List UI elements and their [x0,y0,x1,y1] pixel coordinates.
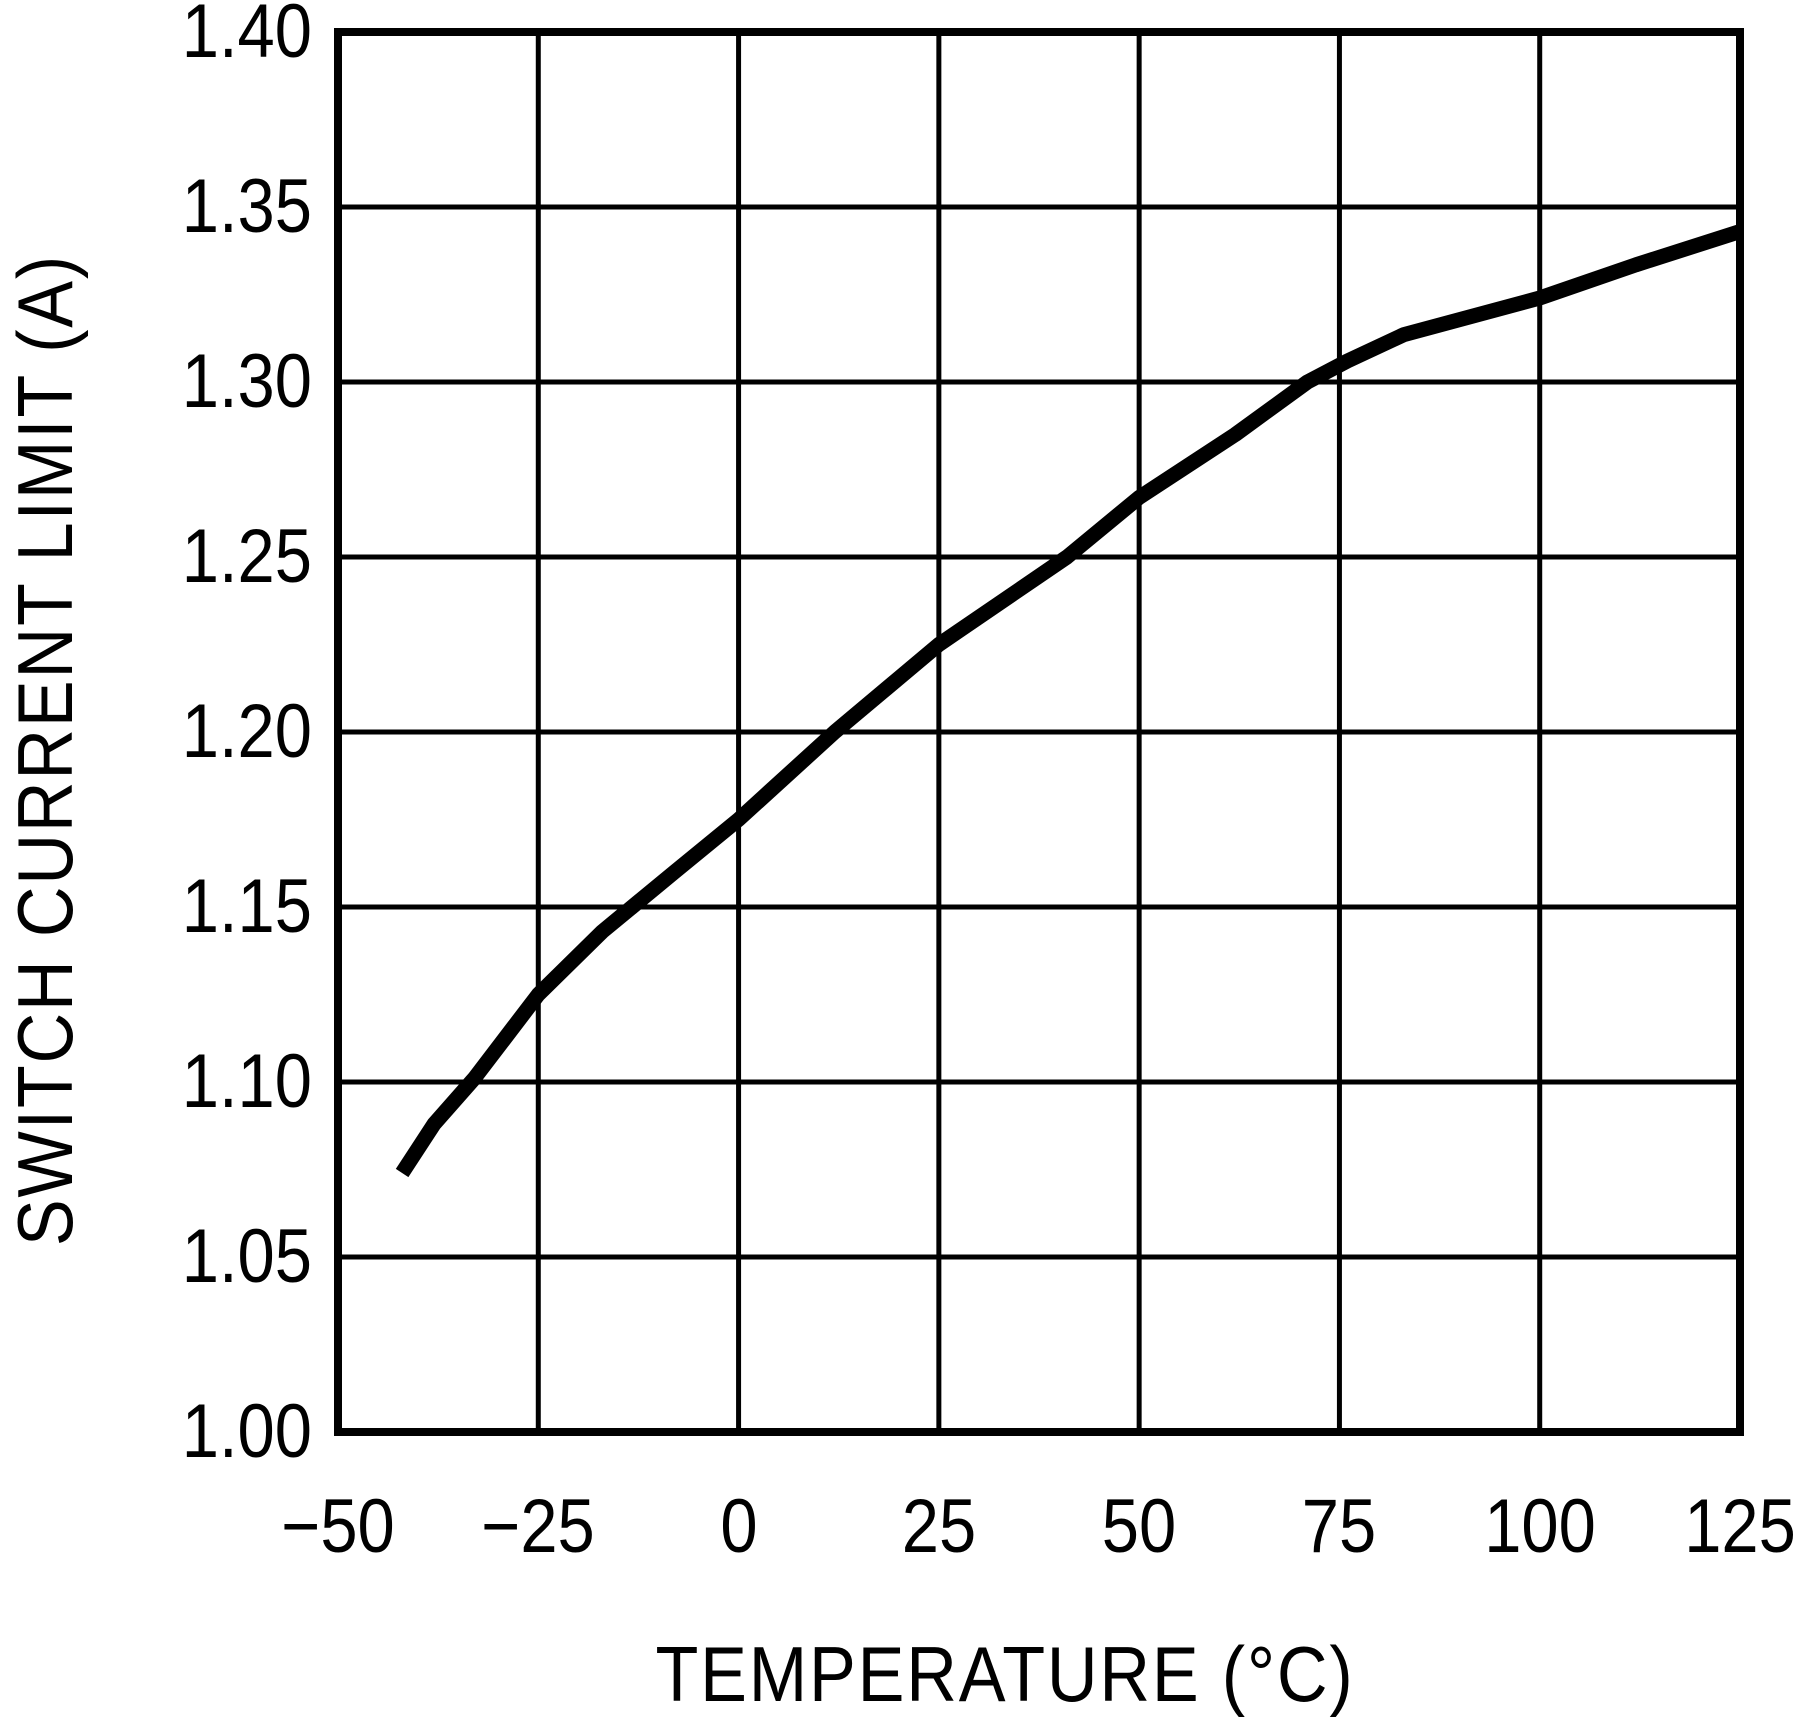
x-tick-label: 0 [719,1484,758,1569]
y-axis-title: SWITCH CURRENT LIMIT (A) [1,253,89,1247]
x-tick-label: 125 [1684,1484,1796,1569]
y-tick-label: 1.25 [181,514,312,599]
y-tick-label: 1.10 [181,1039,312,1124]
x-tick-label: 75 [1302,1484,1377,1569]
y-tick-label: 1.30 [181,339,312,424]
y-tick-label: 1.00 [181,1389,312,1474]
y-tick-label: 1.35 [181,164,312,249]
x-tick-label: 100 [1483,1484,1596,1569]
x-tick-label: 50 [1101,1484,1177,1569]
y-tick-label: 1.15 [181,864,312,949]
x-tick-label: −25 [481,1484,596,1569]
data-curve [395,224,1743,1178]
x-tick-label: 25 [901,1484,977,1569]
y-tick-label: 1.20 [181,689,312,774]
x-axis-title: TEMPERATURE (°C) [655,1630,1355,1718]
y-tick-label: 1.40 [181,0,312,74]
y-tick-label: 1.05 [181,1214,312,1299]
plot-border [334,28,1744,1436]
x-tick-label: −50 [281,1484,395,1569]
